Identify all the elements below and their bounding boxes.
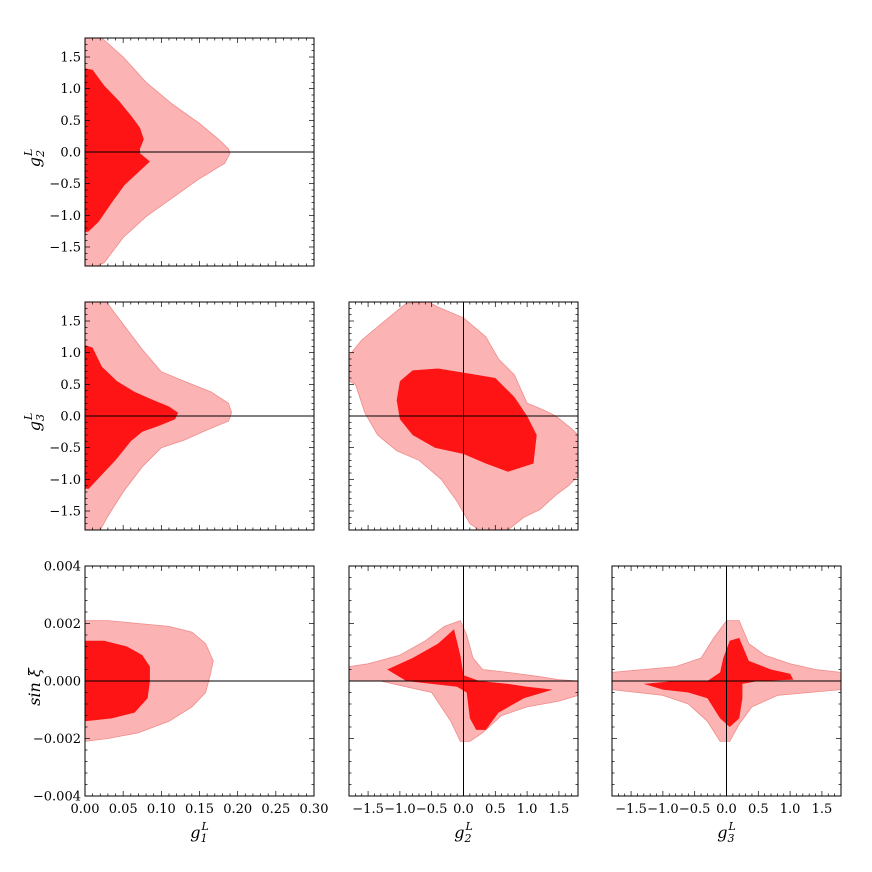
inner-confidence-region xyxy=(85,345,179,489)
panel-g3-sinxi: −1.5 −1.0 −0.5 0.0 0.5 1.0 1.5 g3L xyxy=(611,565,842,845)
x-tick-label: 0.5 xyxy=(485,802,506,817)
panel-g2-sinxi: −1.5 −1.0 −0.5 0.0 0.5 1.0 1.5 g2L xyxy=(348,565,579,845)
x-tick-label: −1.0 xyxy=(647,802,679,817)
plot-area xyxy=(85,38,314,266)
x-tick-label: 0.25 xyxy=(261,802,290,817)
x-tick-label: 1.0 xyxy=(517,802,538,817)
x-tick-label: 0.30 xyxy=(300,802,329,817)
x-tick-label: −1.5 xyxy=(615,802,647,817)
y-tick-label: 0.002 xyxy=(44,617,81,632)
x-tick-label: 0.5 xyxy=(748,802,769,817)
y-tick-label: −0.5 xyxy=(49,177,81,192)
y-tick-label: 0.004 xyxy=(44,560,81,575)
y-tick-label: 0.0 xyxy=(60,410,81,425)
panel-g2-g3 xyxy=(348,301,579,531)
panel-g1-sinxi: −0.004 −0.002 0.000 0.002 0.004 0.00 0.05 0.10 0… xyxy=(25,560,328,846)
plot-area xyxy=(85,620,314,742)
plot-area xyxy=(612,566,841,796)
y-tick-label: −0.002 xyxy=(33,732,81,747)
x-tick-label: −0.5 xyxy=(679,802,711,817)
y-tick-label: −0.004 xyxy=(33,790,81,805)
panel-frame xyxy=(348,565,579,797)
x-tick-label: 0.0 xyxy=(716,802,737,817)
panel-frame xyxy=(348,301,579,531)
x-tick-label: 1.5 xyxy=(812,802,833,817)
y-tick-label: 1.5 xyxy=(60,315,81,330)
y-tick-label: 1.0 xyxy=(60,82,81,97)
y-tick-label: 0.5 xyxy=(60,114,81,129)
inner-confidence-region xyxy=(643,637,794,727)
plot-area xyxy=(349,302,578,530)
x-tick-label: 0.20 xyxy=(223,802,252,817)
panel-frame xyxy=(611,565,842,797)
x-tick-label: 0.10 xyxy=(147,802,176,817)
panel-g1-g3: −1.5 −1.0 −0.5 0.0 0.5 1.0 1.5 g3L xyxy=(22,301,315,531)
x-axis-label: g3L xyxy=(717,820,736,845)
y-tick-label: −0.5 xyxy=(49,441,81,456)
panel-g1-g2: −1.5 −1.0 −0.5 0.0 0.5 1.0 1.5 g2L xyxy=(22,37,315,267)
x-tick-label: −1.0 xyxy=(384,802,416,817)
panel-frame xyxy=(84,565,315,797)
y-tick-label: −1.0 xyxy=(49,209,81,224)
y-tick-label: −1.5 xyxy=(49,241,81,256)
y-tick-label: 0.000 xyxy=(44,675,81,690)
y-axis-label: g3L xyxy=(22,413,47,432)
x-axis-label: g2L xyxy=(454,820,473,845)
x-tick-label: 1.0 xyxy=(780,802,801,817)
y-axis-label: g2L xyxy=(22,149,47,168)
x-tick-label: −1.5 xyxy=(352,802,384,817)
x-tick-label: 0.15 xyxy=(185,802,214,817)
ticks xyxy=(348,301,579,531)
x-axis-label: g1L xyxy=(190,820,209,845)
y-tick-label: 1.5 xyxy=(60,51,81,66)
x-tick-label: 0.05 xyxy=(109,802,138,817)
x-tick-label: 0.00 xyxy=(71,802,100,817)
x-tick-label: 0.0 xyxy=(453,802,474,817)
plot-area xyxy=(85,302,314,530)
y-axis-label: sin ξ xyxy=(25,667,44,706)
x-tick-label: 1.5 xyxy=(549,802,570,817)
y-tick-label: 0.5 xyxy=(60,378,81,393)
y-tick-label: −1.5 xyxy=(49,505,81,520)
y-tick-label: 0.0 xyxy=(60,146,81,161)
y-tick-label: 1.0 xyxy=(60,346,81,361)
panel-frame xyxy=(84,301,315,531)
y-tick-label: −1.0 xyxy=(49,473,81,488)
x-tick-label: −0.5 xyxy=(416,802,448,817)
inner-confidence-region xyxy=(387,629,553,730)
inner-confidence-region xyxy=(396,368,537,472)
panel-frame xyxy=(84,37,315,267)
inner-confidence-region xyxy=(85,68,150,233)
plot-area xyxy=(349,566,578,796)
